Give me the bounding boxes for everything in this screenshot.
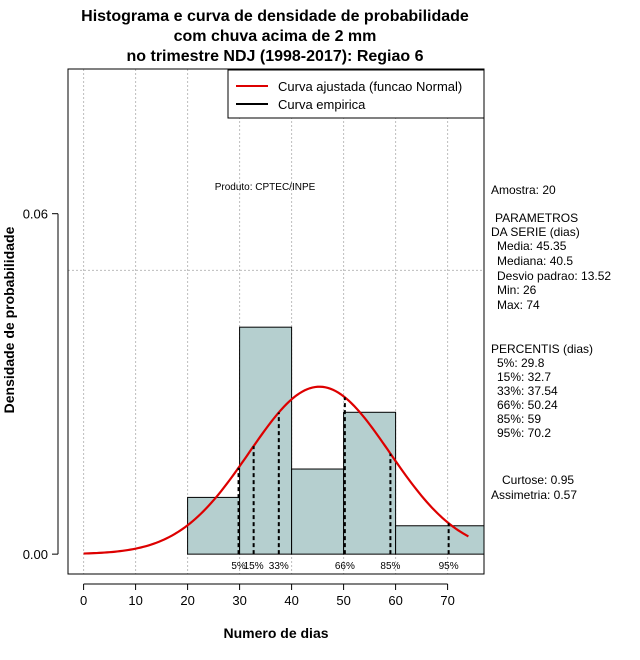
statistics-panel: Amostra: 20 PARAMETROS DA SERIE (dias) M… — [491, 183, 611, 502]
histogram-bar — [291, 468, 345, 555]
percentile-label: 85% — [380, 561, 400, 572]
legend-box — [227, 69, 485, 119]
percentil-5: 5%: 29.8 — [497, 356, 545, 370]
kurtosis: Curtose: 0.95 — [502, 473, 574, 487]
x-tick-label: 40 — [284, 593, 298, 608]
x-tick-label: 10 — [128, 593, 142, 608]
percentil-15: 15%: 32.7 — [497, 370, 551, 384]
plot-frame — [67, 68, 485, 575]
normal-fit-curve — [83, 385, 469, 555]
plot-area: 5%15% 33% 66% 85% 95% — [68, 69, 484, 574]
x-tick-label: 50 — [336, 593, 350, 608]
legend: Curva ajustada (funcao Normal) Curva emp… — [227, 69, 485, 119]
x-axis-label: Numero de dias — [223, 625, 328, 641]
histogram-bar — [187, 496, 241, 555]
percentil-33: 33%: 37.54 — [497, 384, 558, 398]
param-median: Mediana: 40.5 — [497, 254, 573, 268]
percentil-85: 85%: 59 — [497, 412, 541, 426]
y-tick-label: 0.06 — [23, 207, 48, 222]
percentil-66: 66%: 50.24 — [497, 398, 558, 412]
param-min: Min: 26 — [497, 283, 537, 297]
legend-label-empirical: Curva empirica — [278, 97, 366, 112]
params-title-2: DA SERIE (dias) — [491, 225, 580, 239]
legend-label-normal: Curva ajustada (funcao Normal) — [278, 79, 462, 94]
histogram-bar — [343, 411, 397, 555]
x-tick-label: 70 — [440, 593, 454, 608]
x-tick-label: 0 — [80, 593, 87, 608]
x-tick-label: 30 — [232, 593, 246, 608]
percentile-label: 5% — [231, 561, 246, 572]
param-sd: Desvio padrao: 13.52 — [497, 269, 611, 283]
percentis-title: PERCENTIS (dias) — [491, 342, 593, 356]
param-max: Max: 74 — [497, 298, 540, 312]
histogram-bar — [395, 525, 484, 555]
histogram-bar — [239, 326, 293, 555]
sample-size: Amostra: 20 — [491, 183, 556, 197]
chart-title-line-1: Histograma e curva de densidade de proba… — [81, 8, 469, 25]
chart-title-line-3: no trimestre NDJ (1998-2017): Regiao 6 — [127, 48, 424, 65]
axes: 0 10 20 30 40 50 60 70 0.00 0.06 — [23, 207, 455, 608]
percentile-label: 66% — [335, 561, 355, 572]
param-mean: Media: 45.35 — [497, 239, 567, 253]
percentile-label: 33% — [269, 561, 289, 572]
product-annotation: Produto: CPTEC/INPE — [215, 182, 316, 193]
y-axis-label: Densidade de probabilidade — [1, 226, 17, 413]
x-tick-label: 20 — [180, 593, 194, 608]
percentile-label: 15% — [244, 561, 264, 572]
y-tick-label: 0.00 — [23, 547, 48, 562]
params-title-1: PARAMETROS — [495, 211, 578, 225]
percentile-label: 95% — [439, 561, 459, 572]
x-tick-label: 60 — [388, 593, 402, 608]
skewness: Assimetria: 0.57 — [491, 488, 577, 502]
percentil-95: 95%: 70.2 — [497, 426, 551, 440]
chart-title-line-2: com chuva acima de 2 mm — [174, 28, 377, 45]
